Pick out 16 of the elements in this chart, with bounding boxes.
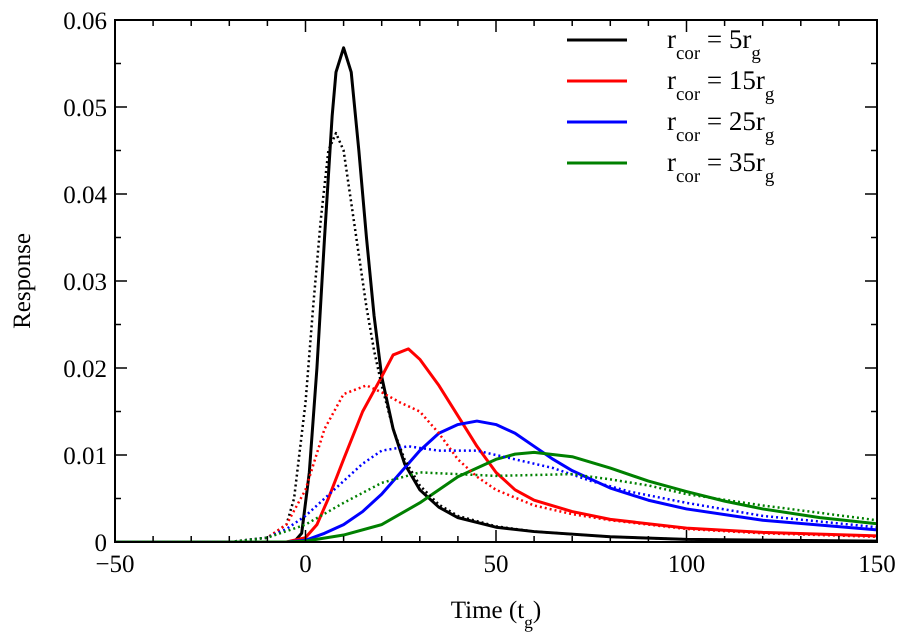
x-tick-label: 50	[484, 551, 508, 578]
legend-label: r$_{cor}$ = 35r$_{g}$	[667, 147, 775, 187]
y-axis-title: Response	[9, 233, 36, 329]
y-tick-label: 0.06	[63, 8, 107, 35]
y-tick-label: 0.05	[63, 94, 107, 122]
x-axis-title: Time (t$_{g}$)	[450, 597, 542, 632]
y-tick-label: 0.03	[63, 268, 107, 296]
legend-label: r$_{cor}$ = 5r$_{g}$	[667, 24, 762, 64]
x-tick-label: 0	[299, 551, 312, 578]
legend-label: r$_{cor}$ = 25r$_{g}$	[667, 106, 775, 146]
x-tick-label: 150	[858, 551, 896, 578]
legend-label: r$_{cor}$ = 15r$_{g}$	[667, 65, 775, 105]
y-tick-label: 0.01	[63, 442, 107, 470]
y-tick-label: 0.02	[63, 356, 107, 383]
x-tick-label: 100	[668, 551, 706, 578]
y-tick-label: 0.04	[63, 182, 108, 209]
